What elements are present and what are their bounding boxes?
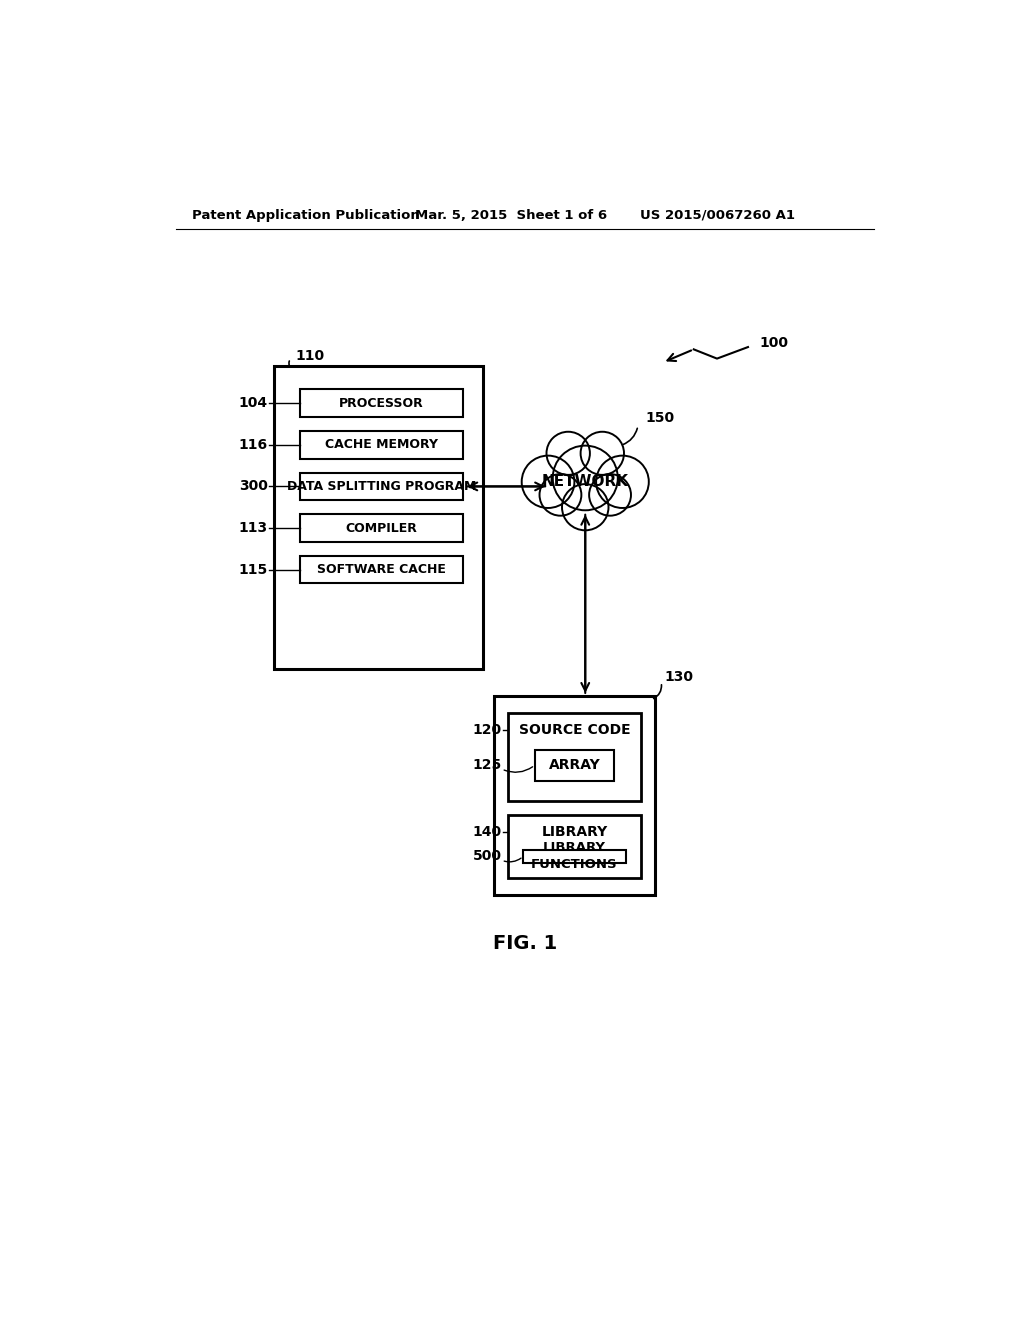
Text: PROCESSOR: PROCESSOR [339, 397, 424, 409]
Bar [508, 713, 641, 801]
Circle shape [596, 455, 649, 508]
Circle shape [562, 484, 608, 531]
Text: CACHE MEMORY: CACHE MEMORY [325, 438, 438, 451]
Circle shape [521, 455, 574, 508]
Text: 113: 113 [239, 521, 267, 535]
Text: 150: 150 [646, 411, 675, 425]
Bar [535, 750, 614, 780]
Bar [300, 430, 463, 459]
Text: FIG. 1: FIG. 1 [493, 935, 557, 953]
Text: 110: 110 [295, 348, 325, 363]
Bar [523, 850, 626, 863]
Bar [300, 556, 463, 583]
Text: 116: 116 [239, 438, 267, 451]
Text: 100: 100 [760, 337, 788, 350]
Text: 130: 130 [665, 669, 693, 684]
Bar [300, 389, 463, 417]
Text: DATA SPLITTING PROGRAM: DATA SPLITTING PROGRAM [287, 480, 476, 492]
Bar [300, 473, 463, 500]
Text: 104: 104 [239, 396, 267, 411]
Text: LIBRARY: LIBRARY [542, 825, 607, 840]
Circle shape [547, 432, 590, 475]
Bar [273, 367, 483, 669]
Text: SOURCE CODE: SOURCE CODE [518, 723, 630, 737]
Bar [508, 816, 641, 878]
Text: 300: 300 [239, 479, 267, 494]
Text: US 2015/0067260 A1: US 2015/0067260 A1 [640, 209, 795, 222]
Bar [300, 515, 463, 543]
Text: SOFTWARE CACHE: SOFTWARE CACHE [317, 564, 445, 576]
Text: 140: 140 [472, 825, 502, 840]
Text: 115: 115 [239, 562, 267, 577]
Circle shape [540, 474, 582, 516]
Text: Mar. 5, 2015  Sheet 1 of 6: Mar. 5, 2015 Sheet 1 of 6 [415, 209, 607, 222]
Circle shape [553, 446, 617, 511]
Text: NETWORK: NETWORK [542, 474, 629, 490]
Text: LIBRARY
FUNCTIONS: LIBRARY FUNCTIONS [531, 841, 617, 871]
Text: 125: 125 [472, 758, 502, 772]
Bar [494, 696, 655, 895]
Text: Patent Application Publication: Patent Application Publication [191, 209, 419, 222]
Text: 500: 500 [472, 849, 502, 863]
Circle shape [589, 474, 631, 516]
Circle shape [581, 432, 624, 475]
Text: ARRAY: ARRAY [549, 758, 600, 772]
Text: COMPILER: COMPILER [345, 521, 418, 535]
Text: 120: 120 [472, 723, 502, 737]
